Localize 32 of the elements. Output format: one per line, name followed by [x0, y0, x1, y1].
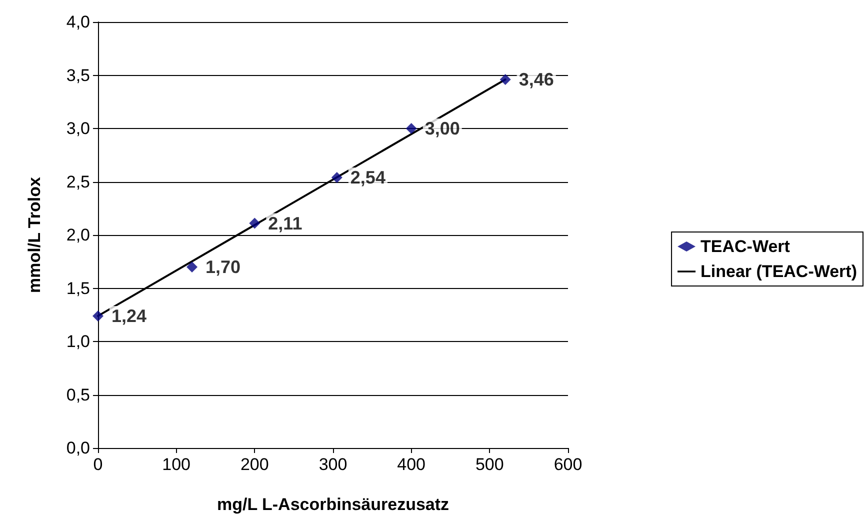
data-label: 2,54 [350, 167, 386, 188]
x-tick-label: 300 [318, 455, 348, 474]
x-tick-label: 600 [554, 455, 582, 474]
point [331, 172, 342, 183]
y-tick-label: 3,5 [66, 66, 90, 85]
y-tick-label: 4,0 [66, 12, 90, 32]
x-tick-label: 100 [162, 455, 191, 474]
y-tick-label: 3,0 [66, 119, 90, 138]
data-label: 1,70 [206, 256, 241, 277]
x-tick-label: 0 [93, 455, 103, 474]
x-tick-label: 500 [475, 455, 504, 474]
data-label: 2,11 [268, 213, 302, 234]
legend-label: TEAC-Wert [700, 237, 790, 256]
y-tick-label: 0,5 [66, 385, 90, 404]
y-axis-title: mmol/L Trolox [25, 176, 44, 293]
data-label: 3,46 [518, 70, 554, 90]
x-axis-title: mg/L L-Ascorbinsäurezusatz [216, 495, 450, 514]
y-tick-label: 1,0 [66, 332, 90, 351]
y-tick-label: 2,5 [66, 172, 90, 192]
data-label: 3,00 [424, 118, 460, 138]
y-tick-label: 0,0 [66, 438, 90, 458]
point [500, 74, 511, 86]
y-tick-label: 1,5 [66, 278, 90, 298]
y-tick-label: 2,0 [66, 226, 90, 244]
point [186, 261, 198, 272]
point [92, 310, 104, 322]
data-label: 1,24 [112, 306, 147, 326]
point [406, 123, 417, 134]
x-tick-label: 400 [397, 455, 426, 474]
point [249, 218, 260, 229]
x-tick-label: 200 [240, 455, 269, 474]
legend-label: Linear (TEAC-Wert) [700, 262, 858, 281]
